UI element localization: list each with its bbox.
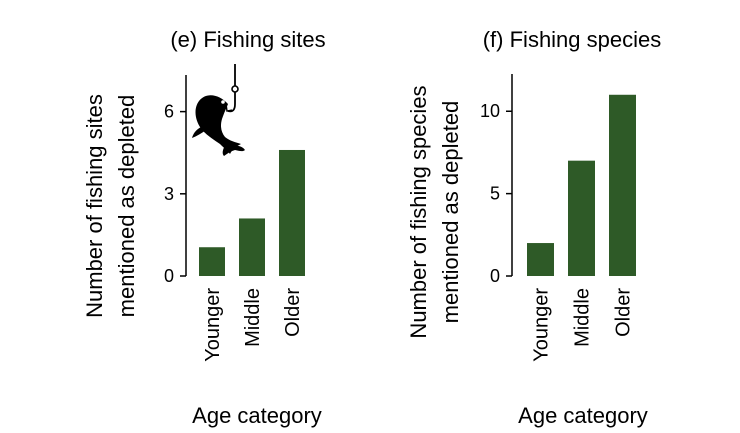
y-tick-label: 10 [480, 101, 500, 121]
y-tick-label: 0 [164, 266, 174, 286]
bar-older [609, 94, 636, 276]
chart-panel-f: (f) Fishing species Number of fishing sp… [406, 27, 661, 428]
bar-younger [527, 243, 554, 276]
chart-panel-e: (e) Fishing sites Number of fishing site… [82, 27, 326, 428]
category-label: Younger [531, 288, 553, 362]
bar-middle [239, 218, 265, 276]
bar-older [279, 149, 305, 276]
chart-title: (e) Fishing sites [170, 27, 325, 52]
category-label: Middle [572, 288, 594, 347]
y-tick-label: 5 [490, 184, 500, 204]
y-tick-label: 0 [490, 266, 500, 286]
x-axis-label: Age category [518, 403, 648, 428]
bars [199, 149, 305, 276]
category-label: Younger [202, 288, 224, 362]
category-labels: Younger Middle Older [531, 288, 635, 362]
category-label: Older [613, 288, 635, 337]
x-axis-label: Age category [192, 403, 322, 428]
bar-younger [199, 247, 225, 276]
y-axis-label-line-1: Number of fishing sites [82, 94, 107, 318]
y-tick-label: 6 [164, 102, 174, 122]
category-label: Middle [242, 288, 264, 347]
fish-on-hook-icon [192, 64, 245, 156]
bar-middle [568, 160, 595, 276]
category-labels: Younger Middle Older [202, 288, 304, 362]
y-axis: 0 3 6 [164, 75, 187, 286]
chart-title: (f) Fishing species [483, 27, 662, 52]
y-axis-label-line-1: Number of fishing species [406, 85, 431, 338]
y-axis-label-line-2: mentioned as depleted [114, 95, 139, 318]
category-label: Older [282, 288, 304, 337]
y-tick-label: 3 [164, 184, 174, 204]
y-axis-label-line-2: mentioned as depleted [438, 101, 463, 324]
bars [527, 94, 636, 276]
y-axis: 0 5 10 [480, 74, 513, 286]
